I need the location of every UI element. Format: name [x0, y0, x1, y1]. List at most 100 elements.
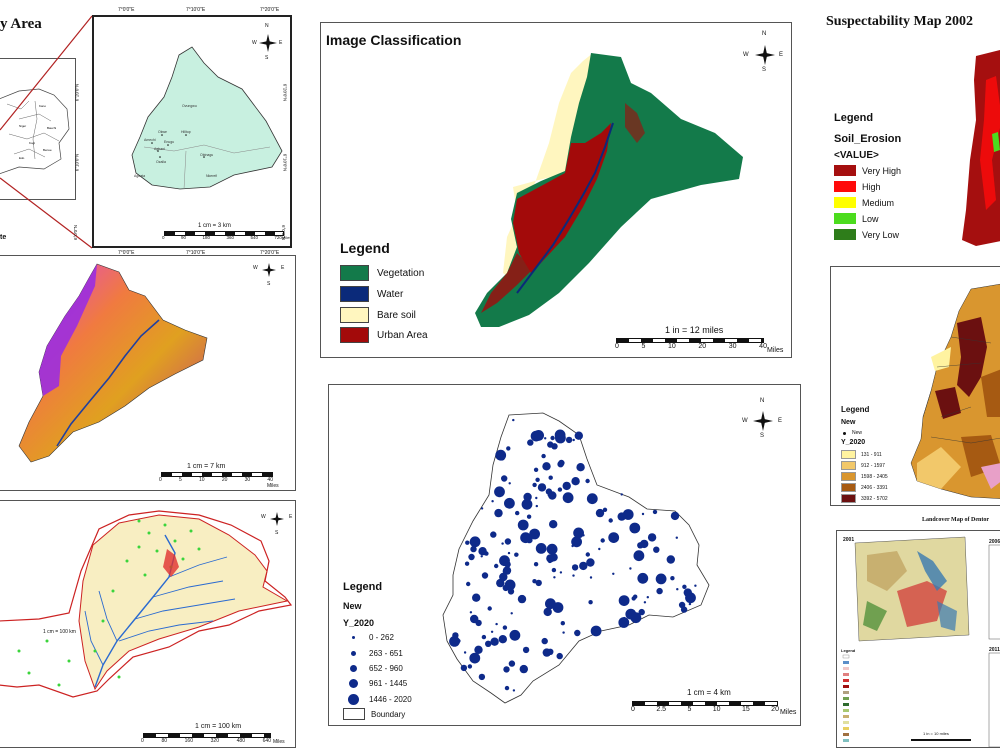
scale-tick: 20 — [771, 706, 779, 713]
population-dot — [685, 592, 696, 604]
coord-right-2: 6°10'0"N — [282, 153, 288, 172]
north-arrow-icon — [755, 45, 775, 65]
population-dot — [633, 550, 645, 562]
population-dot — [560, 621, 565, 626]
legend-item: Urban Area — [340, 327, 428, 343]
population-dot — [562, 631, 565, 634]
classification-title: Image Classification — [326, 32, 462, 48]
population-dot — [637, 572, 649, 584]
population-dot — [502, 625, 508, 630]
river-scale-unit: Miles — [273, 739, 285, 745]
population-dot — [532, 482, 537, 488]
inset-scale-ticks: 0 90 180 360 540 720 — [162, 235, 282, 240]
population-dot — [449, 636, 460, 647]
population-dot — [501, 542, 504, 545]
scale-tick: 5 — [687, 706, 692, 713]
legend-symbol — [343, 636, 363, 639]
coord-bottom-3: 7°20'0"E — [260, 250, 280, 256]
population-dot — [504, 497, 515, 509]
coord-left-1: 6°20'0"N — [74, 83, 80, 102]
svg-text:Bauchi: Bauchi — [47, 126, 57, 130]
heat-north-w: W — [253, 265, 258, 271]
legend-item: Medium — [834, 197, 894, 208]
population-dot — [618, 595, 630, 606]
points-north-s: S — [760, 433, 765, 439]
population-dot — [480, 555, 483, 558]
population-dot — [565, 436, 573, 444]
scale-tick: 0 — [159, 477, 162, 483]
river-north-e: E — [289, 514, 293, 520]
svg-text:Ozalla: Ozalla — [156, 160, 166, 164]
population-dot — [598, 547, 601, 551]
legend-swatch — [340, 265, 369, 281]
inset-scale-text: 1 cm = 3 km — [198, 223, 231, 229]
population-dot — [573, 527, 584, 539]
svg-text:Agbani: Agbani — [154, 147, 165, 151]
heat-scale-bar — [161, 472, 273, 477]
legend-item: 0 - 262 — [343, 633, 394, 642]
population-dot — [571, 544, 574, 548]
legend-item: 652 - 960 — [343, 664, 403, 673]
legend-symbol — [343, 651, 363, 656]
scale-tick: 40 — [759, 343, 767, 350]
population-dot — [576, 463, 585, 472]
north-arrow-icon — [259, 34, 277, 52]
classification-map — [475, 45, 775, 327]
legend-item: 3392 - 5702 — [841, 494, 888, 503]
population-dot — [510, 612, 513, 615]
population-dot — [517, 519, 529, 531]
legend-label: Low — [862, 213, 879, 224]
scale-tick: 0 — [615, 343, 619, 350]
population-dot — [495, 622, 498, 626]
population-dot — [559, 571, 563, 574]
heat-scale-unit: Miles — [267, 483, 279, 489]
landcover-panel: 2001 2006 2011 Legend 1 in — [836, 530, 1000, 748]
landcover-legend-title: Legend — [841, 648, 856, 653]
population-dot — [514, 552, 519, 557]
population-dot — [618, 617, 630, 628]
study-area-inset-map: Okwe Hilltop Amechi Enugu Agbani Ozalla … — [131, 34, 283, 190]
nigeria-map-panel: Kano Niger Bauchi Kogi Benue Edo — [0, 58, 76, 200]
population-dot — [630, 612, 642, 624]
population-dot — [629, 567, 632, 570]
population-dot — [608, 518, 613, 523]
legend-item: 912 - 1597 — [841, 461, 885, 470]
points-map-panel: N W E S Legend New Y_2020 0 - 262 263 - … — [328, 384, 801, 726]
population-dot — [474, 645, 483, 654]
population-dot — [481, 572, 489, 579]
population-dot — [638, 608, 645, 616]
landcover-scale-text: 1 in = 10 miles — [923, 731, 949, 736]
points-north-e: E — [778, 418, 783, 424]
classification-north-n: N — [762, 31, 767, 37]
legend-label: 1598 - 2405 — [861, 473, 888, 480]
population-dot — [535, 477, 540, 482]
inset-scale-unit: Miles — [282, 235, 292, 240]
landcover-maps — [842, 536, 1000, 747]
scale-tick: 0 — [162, 235, 165, 240]
legend-label: Bare soil — [377, 309, 416, 321]
population-dot — [503, 666, 510, 673]
legend-label: 0 - 262 — [369, 633, 394, 642]
legend-swatch — [841, 461, 856, 470]
river-north-s: S — [275, 530, 279, 536]
population-dot — [548, 475, 553, 480]
svg-text:Benue: Benue — [43, 148, 52, 152]
classification-scale-bar — [616, 338, 764, 343]
population-dot — [676, 588, 679, 591]
population-dot — [467, 664, 473, 669]
population-dot — [571, 564, 579, 571]
susceptibility-legend-title: Legend — [834, 112, 874, 124]
legend-item: 1598 - 2405 — [841, 472, 888, 481]
population-dot — [608, 532, 620, 543]
river-basin-map — [0, 510, 293, 698]
population-dot — [494, 486, 505, 498]
points-legend-layer: New — [343, 601, 362, 611]
classification-north-e: E — [779, 52, 784, 58]
inset-north-e: E — [279, 40, 283, 46]
population-dot — [675, 536, 678, 539]
heat-map — [18, 263, 276, 463]
scale-tick: 2.5 — [656, 706, 667, 713]
legend-swatch — [841, 450, 856, 459]
population-dot — [502, 566, 512, 575]
legend-label: 961 - 1445 — [369, 679, 408, 688]
